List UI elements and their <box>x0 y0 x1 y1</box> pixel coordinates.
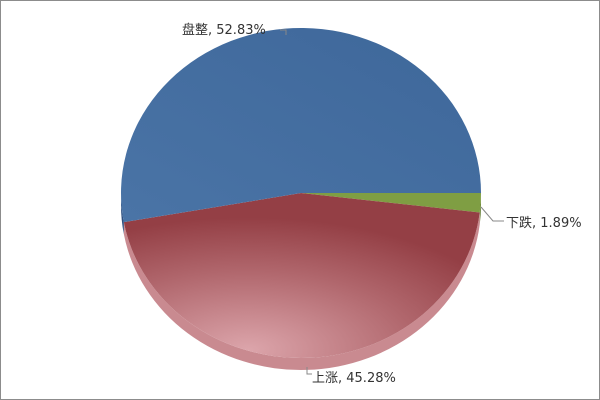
pie-slice-flat[interactable] <box>120 27 481 223</box>
slice-label-flat: 盘整, 52.83% <box>182 22 266 38</box>
slice-side-flat <box>121 193 124 235</box>
pie-slice-up[interactable] <box>123 193 480 358</box>
slice-side-down <box>479 193 481 225</box>
pie-slice-down[interactable] <box>301 193 481 213</box>
leader-line-flat <box>280 29 287 35</box>
leader-line-down <box>480 206 504 222</box>
leader-line-up <box>306 367 312 375</box>
slice-label-up: 上涨, 45.28% <box>312 371 396 386</box>
slice-label-down: 下跌, 1.89% <box>506 215 582 231</box>
